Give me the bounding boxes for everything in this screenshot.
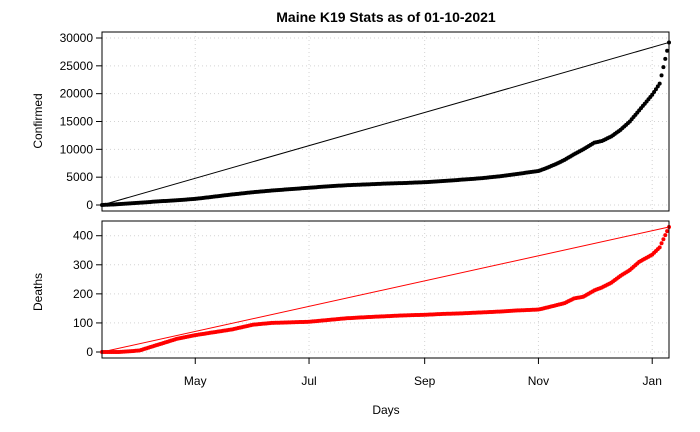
deaths-point-300 — [659, 241, 664, 246]
deaths-point-301 — [661, 237, 666, 242]
x-axis-label: Days — [372, 403, 399, 417]
confirmed-y-tick-label-3: 15000 — [60, 115, 94, 129]
y-axis-label-confirmed: Confirmed — [31, 93, 45, 148]
confirmed-point-300 — [659, 73, 664, 78]
deaths-y-tick-label-1: 100 — [73, 316, 93, 330]
confirmed-y-tick-label-2: 10000 — [60, 142, 94, 156]
confirmed-y-tick-label-4: 20000 — [60, 87, 94, 101]
confirmed-y-tick-label-0: 0 — [86, 198, 93, 212]
x-tick-label-0: May — [184, 374, 207, 388]
deaths-y-tick-label-2: 200 — [73, 287, 93, 301]
confirmed-point-302 — [663, 56, 668, 61]
confirmed-panel-frame — [101, 31, 670, 212]
deaths-point-303 — [665, 229, 670, 234]
confirmed-y-tick-label-1: 5000 — [66, 170, 93, 184]
confirmed-y-tick-label-6: 30000 — [60, 31, 94, 45]
confirmed-y-tick-label-5: 25000 — [60, 59, 94, 73]
x-tick-label-4: Jan — [643, 374, 662, 388]
confirmed-point-299 — [657, 81, 662, 86]
deaths-trend-line — [101, 226, 670, 353]
deaths-y-tick-label-0: 0 — [86, 345, 93, 359]
chart-title: Maine K19 Stats as of 01-10-2021 — [276, 9, 496, 25]
confirmed-point-301 — [661, 65, 666, 70]
deaths-panel-frame — [101, 220, 670, 359]
confirmed-point-303 — [665, 48, 670, 53]
y-axis-label-deaths: Deaths — [31, 273, 45, 311]
deaths-y-tick-label-3: 300 — [73, 258, 93, 272]
deaths-point-302 — [663, 233, 668, 238]
x-tick-label-1: Jul — [301, 374, 316, 388]
x-tick-label-2: Sep — [414, 374, 436, 388]
deaths-y-tick-label-4: 400 — [73, 229, 93, 243]
deaths-point-299 — [657, 245, 662, 250]
confirmed-trend-line — [101, 41, 670, 206]
x-tick-label-3: Nov — [528, 374, 549, 388]
